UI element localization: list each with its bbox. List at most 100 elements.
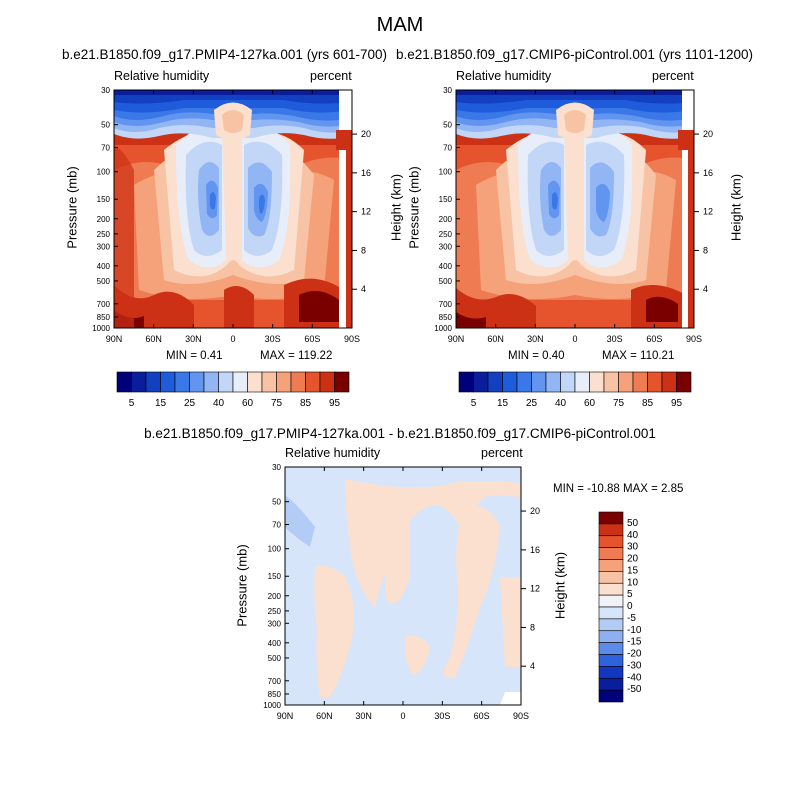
y-tick-label: 850 bbox=[439, 313, 453, 322]
colorbar-label: 50 bbox=[627, 518, 639, 529]
colorbar-label: -50 bbox=[627, 684, 642, 695]
colorbar-label: 15 bbox=[627, 565, 639, 576]
y-tick-label: 50 bbox=[101, 121, 110, 130]
y-tick-label: 250 bbox=[97, 230, 111, 239]
colorbar-box bbox=[632, 371, 648, 393]
panel-3-min: MIN = -10.88 bbox=[553, 483, 620, 495]
x-tick-label: 90N bbox=[277, 711, 294, 721]
colorbar-label: 30 bbox=[627, 542, 639, 553]
colorbar-box bbox=[319, 371, 335, 393]
panel-1-heatmap bbox=[114, 90, 352, 328]
colorbar-box bbox=[618, 371, 634, 393]
y2-tick-label: 4 bbox=[530, 661, 535, 671]
y2-tick-label: 8 bbox=[530, 622, 535, 632]
colorbar-box bbox=[661, 371, 677, 393]
colorbar-label: 85 bbox=[300, 398, 312, 409]
colorbar-box bbox=[247, 371, 263, 393]
panel-2-ylabel: Pressure (mb) bbox=[406, 166, 422, 249]
panel-2-heatmap bbox=[456, 90, 694, 328]
x-tick-label: 60S bbox=[474, 711, 490, 721]
colorbar-box bbox=[676, 371, 692, 393]
colorbar-label: 25 bbox=[526, 398, 538, 409]
panel-3-y2label: Height (km) bbox=[552, 551, 568, 620]
y-tick-label: 30 bbox=[272, 463, 281, 472]
colorbar-box bbox=[574, 371, 590, 393]
colorbar-box bbox=[189, 371, 205, 393]
y-tick-label: 400 bbox=[97, 262, 111, 271]
x-tick-label: 30S bbox=[434, 711, 450, 721]
colorbar-box bbox=[174, 371, 190, 393]
x-tick-label: 0 bbox=[400, 711, 405, 721]
y-tick-label: 1000 bbox=[92, 324, 110, 333]
colorbar-label: 0 bbox=[627, 601, 633, 612]
colorbar-box bbox=[598, 535, 624, 548]
panel-2-unit: percent bbox=[652, 69, 694, 83]
colorbar-box bbox=[598, 511, 624, 525]
x-tick-label: 30S bbox=[607, 334, 623, 344]
x-tick-label: 30N bbox=[185, 334, 202, 344]
y-tick-label: 70 bbox=[101, 144, 110, 153]
y2-tick-label: 16 bbox=[703, 168, 713, 178]
colorbar-box bbox=[276, 371, 292, 393]
colorbar-box bbox=[598, 677, 624, 691]
colorbar-box bbox=[203, 371, 219, 393]
y2-tick-label: 4 bbox=[361, 284, 366, 294]
y-tick-label: 100 bbox=[97, 168, 111, 177]
y2-tick-label: 16 bbox=[361, 168, 371, 178]
colorbar-label: -40 bbox=[627, 672, 642, 683]
diff-panel-title: b.e21.B1850.f09_g17.PMIP4-127ka.001 - b.… bbox=[144, 426, 656, 441]
y2-tick-label: 20 bbox=[361, 129, 371, 139]
y2-tick-label: 20 bbox=[703, 129, 713, 139]
panel-2-min: MIN = 0.40 bbox=[508, 350, 565, 362]
colorbar-label: 75 bbox=[613, 398, 625, 409]
colorbar-box bbox=[560, 371, 576, 393]
panel-1-ylabel: Pressure (mb) bbox=[64, 166, 80, 249]
colorbar-box bbox=[232, 371, 248, 393]
x-tick-label: 60N bbox=[487, 334, 504, 344]
y-tick-label: 200 bbox=[97, 215, 111, 224]
y-tick-label: 30 bbox=[443, 86, 452, 95]
y-tick-label: 100 bbox=[268, 545, 282, 554]
panel-1-y2label: Height (km) bbox=[388, 173, 404, 242]
colorbar-box bbox=[334, 371, 350, 393]
colorbar-box bbox=[502, 371, 518, 393]
y-tick-label: 150 bbox=[97, 195, 111, 204]
y2-tick-label: 12 bbox=[703, 207, 713, 217]
panel-3-field-name: Relative humidity bbox=[285, 446, 381, 460]
y-tick-label: 700 bbox=[97, 300, 111, 309]
y-tick-label: 500 bbox=[439, 277, 453, 286]
x-tick-label: 60N bbox=[145, 334, 162, 344]
colorbar-box bbox=[598, 618, 624, 632]
colorbar-box bbox=[598, 559, 624, 572]
y-tick-label: 70 bbox=[272, 521, 281, 530]
colorbar-box bbox=[116, 371, 132, 393]
y-tick-label: 300 bbox=[268, 619, 282, 628]
colorbar-box bbox=[598, 571, 624, 584]
colorbar-box bbox=[531, 371, 547, 393]
colorbar-box bbox=[458, 371, 474, 393]
y-tick-label: 300 bbox=[97, 242, 111, 251]
colorbar-label: 10 bbox=[627, 577, 639, 588]
colorbar-box bbox=[598, 606, 624, 620]
colorbar-label: -5 bbox=[627, 613, 636, 624]
colorbar-box bbox=[487, 371, 503, 393]
y2-tick-label: 8 bbox=[361, 245, 366, 255]
y-tick-label: 850 bbox=[97, 313, 111, 322]
colorbar-box bbox=[261, 371, 277, 393]
panel-2-title: b.e21.B1850.f09_g17.CMIP6-piControl.001 … bbox=[396, 47, 753, 62]
x-tick-label: 0 bbox=[572, 334, 577, 344]
colorbar-label: 60 bbox=[584, 398, 596, 409]
colorbar-box bbox=[218, 371, 234, 393]
y-tick-label: 400 bbox=[268, 639, 282, 648]
panel-3-max: MAX = 2.85 bbox=[623, 483, 684, 495]
x-tick-label: 30N bbox=[527, 334, 544, 344]
panel-2-max: MAX = 110.21 bbox=[602, 350, 675, 362]
colorbar-label: 95 bbox=[329, 398, 341, 409]
panel-1-max: MAX = 119.22 bbox=[260, 350, 333, 362]
panel-1-title: b.e21.B1850.f09_g17.PMIP4-127ka.001 (yrs… bbox=[62, 47, 387, 62]
y-tick-label: 50 bbox=[272, 498, 281, 507]
colorbar-box bbox=[131, 371, 147, 393]
colorbar-box bbox=[160, 371, 176, 393]
panel-3-heatmap bbox=[285, 467, 521, 705]
